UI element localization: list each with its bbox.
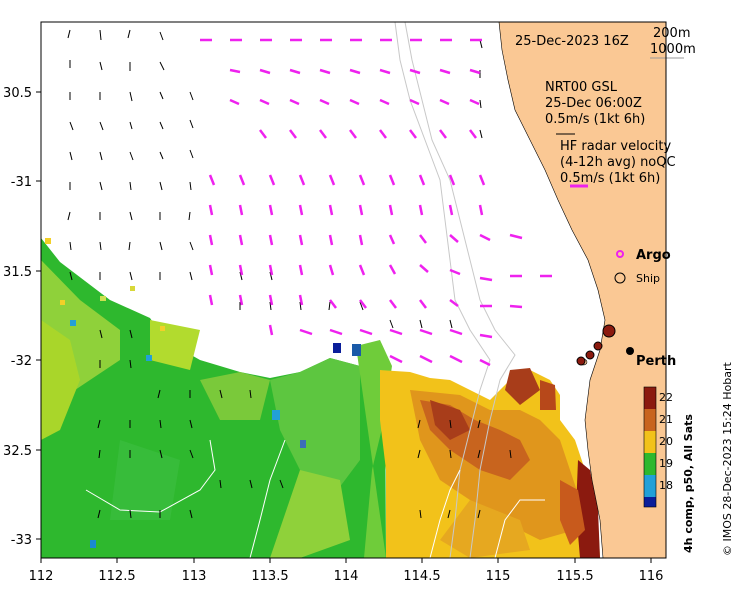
credit-text: © IMOS 28-Dec-2023 15:24 Hobart [721,361,734,556]
depth-legend-200: 200m [653,26,690,41]
radar-arrows [200,38,552,367]
y-tick-32: -32 [11,354,32,369]
perth-marker [626,347,634,355]
radar-label-3: 0.5m/s (1kt 6h) [560,171,660,186]
argo-marker-legend [616,250,624,258]
x-tick-112-5: 112.5 [98,569,135,584]
x-tick-113-5: 113.5 [251,569,288,584]
city-label: Perth [636,354,676,369]
depth-legend-1000: 1000m [650,42,696,57]
x-tick-112: 112 [29,569,54,584]
x-axis [40,558,652,563]
x-tick-115: 115 [486,569,511,584]
date-title: 25-Dec-2023 16Z [515,34,629,49]
ship-markers [576,324,616,366]
ship-marker-legend [614,272,626,284]
x-tick-114: 114 [334,569,359,584]
y-axis [36,91,41,540]
x-tick-113: 113 [182,569,207,584]
y-tick-32-5: 32.5 [3,444,32,459]
y-tick-31-5: 31.5 [3,265,32,280]
model-arrows [67,29,512,519]
model-label-2: 25-Dec 06:00Z [545,96,642,111]
x-tick-115-5: 115.5 [556,569,593,584]
argo-label: Argo [636,248,671,263]
radar-label-2: (4-12h avg) noQC [560,155,676,170]
y-tick-30-5: 30.5 [3,86,32,101]
x-tick-114-5: 114.5 [403,569,440,584]
y-tick-33: -33 [11,533,32,548]
y-tick-31: -31 [11,175,32,190]
sst-layer [41,238,600,558]
ship-label: Ship [636,272,660,285]
contours [85,21,545,559]
map-frame [40,21,667,559]
land-mass [498,21,667,559]
x-tick-116: 116 [639,569,664,584]
model-label-3: 0.5m/s (1kt 6h) [545,112,645,127]
colorbar-title: 4h comp, p50, All Sats [682,414,695,553]
radar-label-1: HF radar velocity [560,139,672,154]
colorbar [643,386,657,508]
model-label-1: NRT00 GSL [545,80,618,95]
